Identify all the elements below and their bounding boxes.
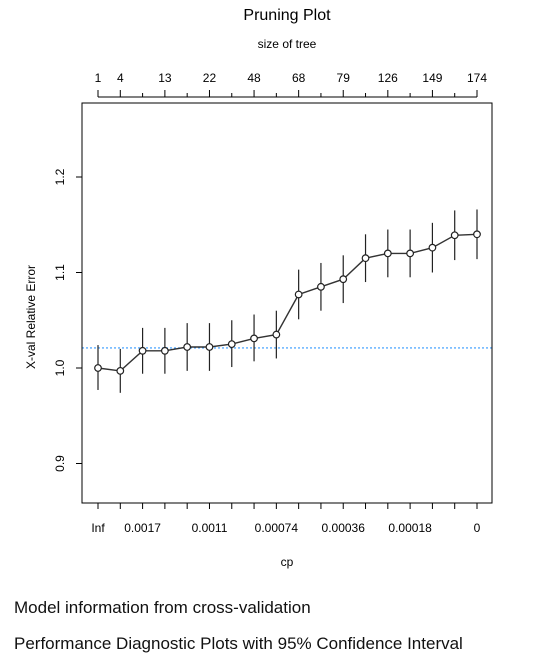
top-tick-label: 1 [95, 71, 102, 85]
data-point-6 [227, 340, 236, 349]
bottom-tick-label: 0.00074 [255, 521, 299, 535]
top-tick-label: 68 [292, 71, 306, 85]
top-tick-label: 13 [158, 71, 172, 85]
top-tick-label: 48 [247, 71, 261, 85]
data-point-15 [428, 243, 437, 252]
top-tick-label: 22 [203, 71, 217, 85]
top-axis: 1 4 13 22 48 68 79 126 149 174 [95, 71, 487, 98]
top-tick-label: 79 [337, 71, 351, 85]
bottom-axis: Inf 0.0017 0.0011 0.00074 0.00036 0.00018 0 [91, 502, 481, 535]
data-point-5 [205, 343, 214, 351]
data-points [94, 230, 481, 375]
plot-frame [81, 102, 493, 504]
y-tick-label: 0.9 [53, 455, 67, 472]
data-point-3 [160, 346, 169, 355]
pruning-plot: Pruning Plot size of tree cp X-val Relat… [24, 7, 493, 569]
y-tick-label: 1.0 [53, 359, 67, 376]
data-point-17 [473, 230, 481, 239]
data-point-13 [383, 249, 392, 258]
y-tick-label: 1.1 [53, 264, 67, 281]
y-tick-label: 1.2 [53, 168, 67, 185]
bottom-tick-label: 0 [474, 521, 481, 535]
chart-title: Pruning Plot [243, 7, 331, 24]
data-point-16 [450, 231, 459, 240]
top-axis-label: size of tree [258, 37, 317, 51]
bottom-tick-label: Inf [91, 521, 105, 535]
data-point-9 [294, 290, 303, 299]
data-point-1 [116, 366, 125, 375]
data-point-14 [406, 249, 415, 258]
bottom-tick-label: 0.00036 [322, 521, 366, 535]
top-tick-label: 4 [117, 71, 124, 85]
data-point-11 [339, 275, 348, 284]
bottom-tick-label: 0.0017 [124, 521, 161, 535]
model-info-caption: Model information from cross-validation [14, 598, 311, 617]
top-tick-label: 126 [378, 71, 398, 85]
bottom-tick-label: 0.00018 [388, 521, 432, 535]
y-axis-label: X-val Relative Error [24, 265, 38, 369]
diagnostics-caption: Performance Diagnostic Plots with 95% Co… [14, 634, 463, 653]
y-axis: 0.9 1.0 1.1 1.2 [53, 168, 83, 472]
data-point-4 [183, 343, 192, 351]
bottom-tick-label: 0.0011 [192, 521, 228, 535]
top-tick-label: 174 [467, 71, 487, 85]
data-point-8 [272, 330, 281, 339]
data-point-10 [317, 282, 325, 291]
top-tick-label: 149 [422, 71, 442, 85]
data-point-2 [138, 346, 147, 355]
error-bars [97, 209, 478, 393]
data-point-0 [94, 364, 102, 372]
data-point-7 [250, 334, 258, 343]
series-line [97, 233, 478, 372]
data-point-12 [361, 254, 370, 263]
x-axis-label: cp [281, 555, 294, 569]
